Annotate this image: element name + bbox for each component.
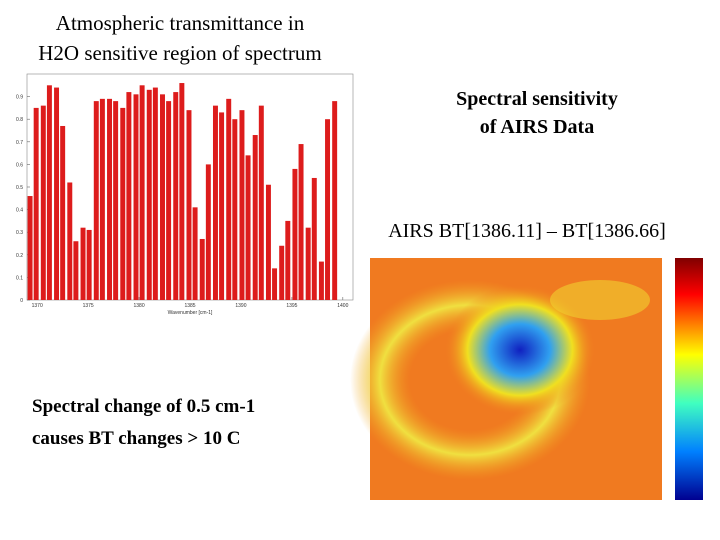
y-tick-label: 0.6 [16,162,23,168]
bar [258,105,264,300]
bar [332,101,338,301]
x-axis-label: Wavenumber [cm-1] [168,310,213,316]
bar [133,94,139,300]
bar [40,105,46,300]
bar [219,112,225,300]
bar [73,241,79,300]
note-line: causes BT changes > 10 C [32,428,240,449]
bar [126,92,132,300]
heatmap-band [550,280,650,320]
bar [27,196,33,300]
bar [160,94,165,300]
y-tick-label: 0.2 [16,253,23,259]
bar [99,98,105,300]
bar [146,89,152,300]
bar [212,105,218,300]
x-tick-label: 1395 [286,303,297,309]
bar [285,220,291,300]
bar [305,227,311,300]
y-tick-label: 0.4 [16,208,23,214]
x-tick-label: 1400 [337,303,348,309]
bar [325,119,331,300]
y-tick-label: 0.3 [16,230,23,236]
bar [192,207,198,300]
heatmap-image [350,258,703,500]
x-tick-label: 1380 [134,303,145,309]
image-caption: AIRS BT[1386.11] – BT[1386.66] [388,220,666,242]
bar [279,245,285,300]
y-tick-label: 0.1 [16,275,23,281]
bar [318,261,324,300]
bar [226,98,232,300]
y-tick-label: 0.8 [16,117,23,123]
bar [245,155,251,300]
bar [186,110,192,300]
note-line: Spectral change of 0.5 cm-1 [32,396,255,417]
bar [298,144,304,300]
bar [252,135,258,300]
bar [67,182,73,300]
bar [265,184,271,300]
bar [292,168,298,300]
y-tick-label: 0.9 [16,95,23,101]
bar [33,107,39,301]
bar [199,238,205,300]
bar [239,110,245,300]
bar [152,87,158,300]
title-line: H2O sensitive region of spectrum [38,41,321,65]
title-line: Atmospheric transmittance in [56,11,305,35]
bar [179,83,185,300]
x-tick-label: 1385 [184,303,195,309]
bar [107,98,113,300]
bar [120,107,126,301]
bar [173,92,179,300]
heatmap-eye [445,285,595,415]
bar [113,101,119,301]
x-tick-label: 1390 [235,303,246,309]
bar [139,85,145,300]
bar [166,101,172,301]
bar [80,227,86,300]
heading-line: Spectral sensitivity [456,88,618,110]
bar [54,87,60,300]
bar [272,268,278,300]
bar [232,119,238,300]
colorbar [675,258,703,500]
y-tick-label: 0.7 [16,140,23,146]
bar-chart: 0 0.1 0.2 0.3 0.4 0.5 0.6 0.7 0.8 0.9 1370 1375 1380… [16,73,354,316]
heading-line: of AIRS Data [480,116,594,138]
bar [93,101,99,301]
y-tick-label: 0 [20,298,23,304]
bar [86,229,92,300]
x-tick-label: 1375 [83,303,94,309]
bar [311,177,317,300]
x-tick-label: 1370 [32,303,43,309]
bar [205,164,211,300]
bar [60,125,66,300]
bar [46,85,52,300]
y-tick-label: 0.5 [16,185,23,191]
